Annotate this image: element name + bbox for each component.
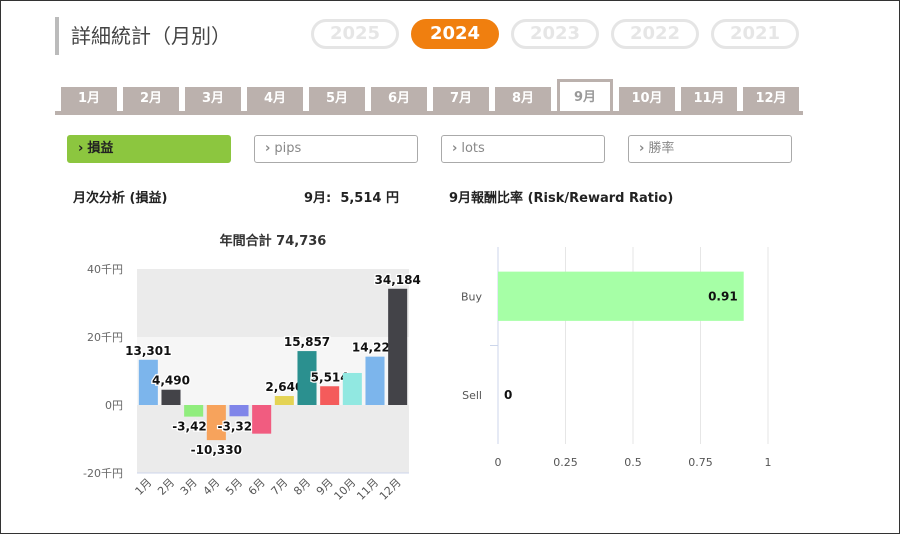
plot-band <box>137 269 409 337</box>
category-label-buy: Buy <box>461 290 483 303</box>
bar-data-label: 15,857 <box>284 335 330 349</box>
filter-label: lots <box>461 141 485 156</box>
chevron-right-icon: › <box>452 141 458 156</box>
month-tabs: 1月 2月 3月 4月 5月 6月 7月 8月 9月 10月 11月 12月 <box>55 79 803 115</box>
year-tab-2025[interactable]: 2025 <box>311 19 399 49</box>
y-tick-label: 0円 <box>105 399 123 412</box>
filter-win-rate-button[interactable]: › 勝率 <box>628 135 792 163</box>
x-tick-label: 0 <box>495 456 502 469</box>
x-tick-label: 0.75 <box>688 456 713 469</box>
bar-data-label: 5,514 <box>311 370 349 384</box>
x-tick-label: 0.5 <box>624 456 642 469</box>
month-tab-5[interactable]: 5月 <box>309 87 365 111</box>
bar-data-label: -10,330 <box>191 443 242 457</box>
month-tab-8[interactable]: 8月 <box>495 87 551 111</box>
bar-5月 <box>229 405 249 417</box>
month-tab-12[interactable]: 12月 <box>743 87 799 111</box>
page-title: 詳細統計（月別） <box>55 17 231 55</box>
month-summary-value: 5,514 円 <box>340 191 399 206</box>
month-summary: 9月: 5,514 円 <box>304 187 399 206</box>
plot-band <box>137 337 409 405</box>
x-tick-label: 6月 <box>246 476 268 498</box>
x-tick-label: 1 <box>765 456 772 469</box>
risk-reward-chart: 0 0.25 0.5 0.75 1 Buy 0.91 Sell 0 <box>461 247 772 469</box>
month-tab-7[interactable]: 7月 <box>433 87 489 111</box>
chevron-right-icon: › <box>78 141 84 156</box>
filter-label: pips <box>274 141 302 156</box>
x-tick-label: 12月 <box>377 476 404 503</box>
bar-7月 <box>274 396 294 405</box>
monthly-pnl-chart: 年間合計 74,736 40千円 20千円 0円 -20千円 13,301 1月 4,490 2… <box>83 233 421 503</box>
x-tick-label: 4月 <box>201 476 223 498</box>
filter-pips-button[interactable]: › pips <box>254 135 418 163</box>
bar-data-label: -3,421 <box>172 420 215 434</box>
bar-data-label: 14,220 <box>352 341 398 355</box>
bar-4月 <box>206 405 226 441</box>
bar-data-label: -3,323 <box>218 419 261 433</box>
filter-label: 勝率 <box>648 141 675 156</box>
y-tick-label: -20千円 <box>83 467 123 480</box>
year-selector: 2025 2024 2023 2022 2021 <box>311 19 799 49</box>
bar-data-label: 0.91 <box>708 289 738 303</box>
chevron-right-icon: › <box>639 141 645 156</box>
bar-10月 <box>342 372 362 405</box>
y-tick-label: 40千円 <box>87 263 123 276</box>
x-tick-label: 3月 <box>178 476 200 498</box>
year-tab-2022[interactable]: 2022 <box>611 19 699 49</box>
bar-12月 <box>388 288 408 405</box>
month-tab-6[interactable]: 6月 <box>371 87 427 111</box>
month-tab-4[interactable]: 4月 <box>247 87 303 111</box>
x-tick-label: 11月 <box>354 476 381 503</box>
chevron-right-icon: › <box>265 141 271 156</box>
filter-lots-button[interactable]: › lots <box>441 135 605 163</box>
year-tab-2021[interactable]: 2021 <box>711 19 799 49</box>
month-tab-11[interactable]: 11月 <box>681 87 737 111</box>
monthly-analysis-heading: 月次分析 (損益) <box>73 191 168 206</box>
bar-9月 <box>320 386 340 405</box>
bar-8月 <box>297 351 317 405</box>
bar-11月 <box>365 356 385 405</box>
filter-pnl-button[interactable]: › 損益 <box>67 135 231 163</box>
x-tick-label: 10月 <box>332 476 359 503</box>
month-summary-label: 9月: <box>304 191 332 206</box>
x-tick-label: 2月 <box>155 476 177 498</box>
plot-band <box>137 405 409 473</box>
year-tab-2024[interactable]: 2024 <box>411 19 499 49</box>
bar-2月 <box>161 389 181 405</box>
x-tick-label: 7月 <box>269 476 291 498</box>
x-tick-label: 1月 <box>133 476 155 498</box>
bar-data-label: 2,640 <box>265 380 303 394</box>
year-tab-2023[interactable]: 2023 <box>511 19 599 49</box>
month-tab-1[interactable]: 1月 <box>61 87 117 111</box>
bar-3月 <box>184 405 204 417</box>
x-tick-label: 8月 <box>291 476 313 498</box>
chart-title: 年間合計 74,736 <box>220 233 327 249</box>
category-label-sell: Sell <box>462 389 482 402</box>
bar-data-label: 13,301 <box>125 344 171 358</box>
month-tab-9[interactable]: 9月 <box>557 79 613 111</box>
bar-6月 <box>252 405 272 434</box>
month-tab-10[interactable]: 10月 <box>619 87 675 111</box>
filter-label: 損益 <box>87 141 114 156</box>
bar-buy <box>498 271 744 321</box>
month-tab-3[interactable]: 3月 <box>185 87 241 111</box>
y-tick-label: 20千円 <box>87 331 123 344</box>
bar-1月 <box>138 359 158 405</box>
bar-data-label: 4,490 <box>152 374 190 388</box>
ratio-heading: 9月報酬比率 (Risk/Reward Ratio) <box>449 191 674 206</box>
bar-data-label: 0 <box>504 388 512 402</box>
x-tick-label: 0.25 <box>553 456 578 469</box>
month-tab-2[interactable]: 2月 <box>123 87 179 111</box>
bar-data-label: 34,184 <box>375 273 421 287</box>
x-tick-label: 5月 <box>223 476 245 498</box>
